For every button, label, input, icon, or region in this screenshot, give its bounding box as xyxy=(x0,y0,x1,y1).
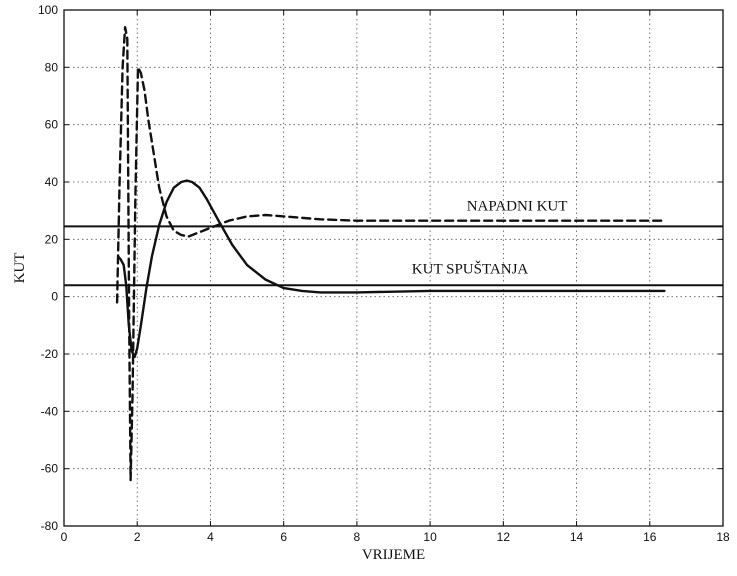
x-tick-label: 0 xyxy=(61,530,68,544)
y-tick-label: 100 xyxy=(38,3,58,17)
y-tick-label: 0 xyxy=(51,290,58,304)
y-tick-label: -20 xyxy=(41,347,59,361)
y-tick-label: 80 xyxy=(45,60,59,74)
dashed-series-line xyxy=(115,26,666,482)
reference-lines xyxy=(64,225,723,287)
x-tick-label: 10 xyxy=(423,530,437,544)
x-tick-label: 18 xyxy=(716,530,730,544)
x-tick-label: 8 xyxy=(354,530,361,544)
annotations: NAPADNI KUT KUT SPUŠTANJA xyxy=(412,199,568,278)
series-lines xyxy=(115,26,666,482)
x-tick-label: 12 xyxy=(497,530,511,544)
y-axis-label: KUT xyxy=(12,253,28,284)
plot-frame xyxy=(63,9,724,527)
y-tick-label: -60 xyxy=(41,462,59,476)
x-tick-label: 6 xyxy=(280,530,287,544)
grid xyxy=(64,10,723,526)
x-axis-label: VRIJEME xyxy=(362,547,425,563)
x-tick-label: 4 xyxy=(207,530,214,544)
x-tick-label: 16 xyxy=(643,530,657,544)
annotation-label: KUT SPUŠTANJA xyxy=(412,261,529,278)
y-tick-label: -40 xyxy=(41,404,59,418)
solid-series-line xyxy=(117,179,666,359)
annotation-label: NAPADNI KUT xyxy=(467,199,568,215)
ticks xyxy=(63,9,724,527)
x-tick-label: 14 xyxy=(570,530,584,544)
y-tick-label: 40 xyxy=(45,175,59,189)
y-tick-label: 60 xyxy=(45,118,59,132)
x-tick-label: 2 xyxy=(134,530,141,544)
y-tick-label: 20 xyxy=(45,232,59,246)
y-tick-label: -80 xyxy=(41,519,59,533)
tick-labels: 0 2 4 6 8 10 12 14 16 18 -80 -60 -40 -20 0 20 40 60 80 100 xyxy=(38,3,730,544)
